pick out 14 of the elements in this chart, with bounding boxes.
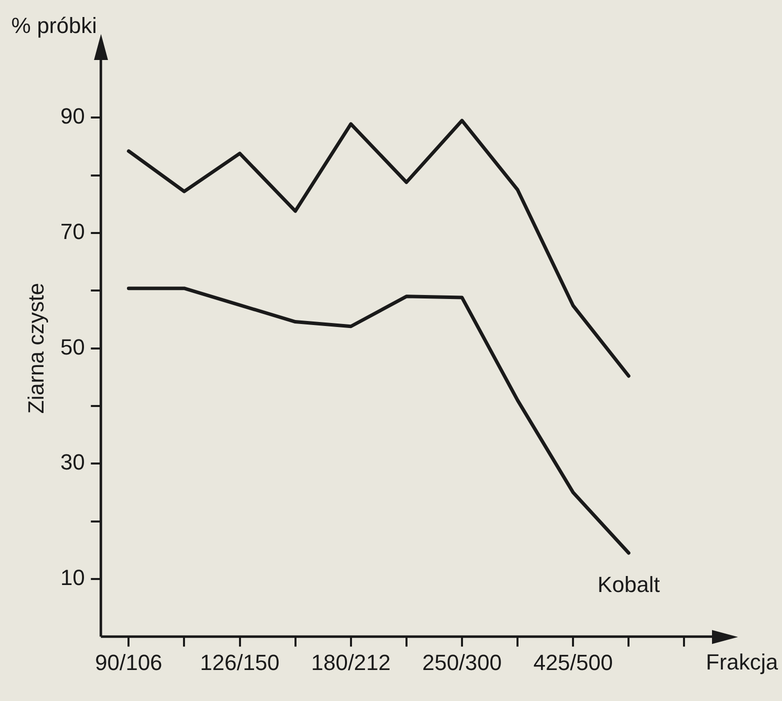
x-tick-label: 90/106: [95, 650, 162, 675]
y-tick-label: 70: [60, 219, 85, 244]
y-axis-title: Ziarna czyste: [23, 282, 48, 414]
x-tick-label: 180/212: [311, 650, 391, 675]
y-tick-label: 50: [60, 334, 85, 360]
x-axis-title: Frakcja: [706, 650, 779, 675]
x-tick-label: 425/500: [533, 650, 613, 675]
x-tick-label: 126/150: [200, 650, 280, 675]
text: % próbki: [11, 13, 97, 38]
series-label: Kobalt: [597, 572, 660, 598]
y-tick-label: 90: [60, 104, 85, 129]
y-tick-label: 30: [60, 450, 85, 475]
y-tick-label: 10: [60, 565, 85, 590]
x-tick-label: 250/300: [422, 650, 502, 675]
